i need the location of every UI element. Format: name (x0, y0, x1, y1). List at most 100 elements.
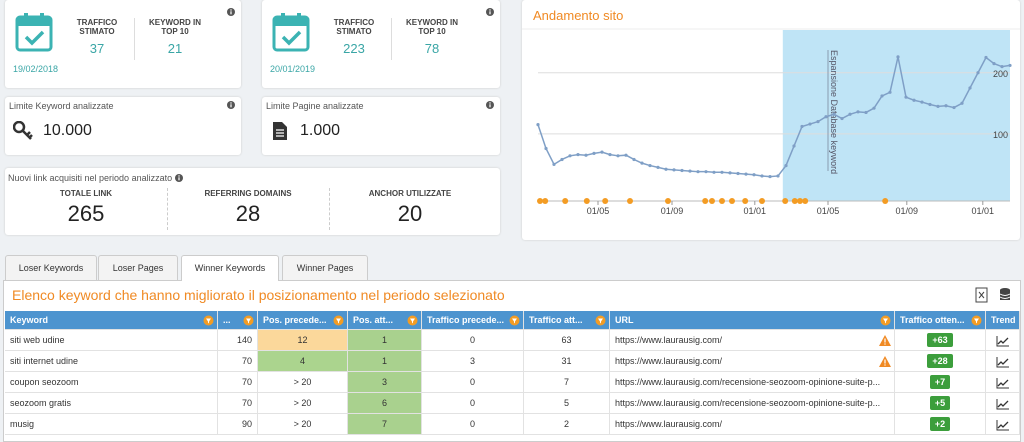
trend-cell[interactable] (986, 330, 1020, 351)
table-cell: 2 (524, 414, 610, 435)
point (856, 110, 860, 114)
point (976, 71, 980, 75)
point (792, 144, 796, 148)
divider (134, 18, 135, 60)
point (784, 163, 788, 168)
column-header[interactable]: ... (218, 311, 258, 330)
event-dot (665, 198, 671, 204)
filter-icon[interactable] (243, 315, 254, 326)
point (552, 162, 556, 166)
point (904, 95, 908, 99)
table-cell: https://www.laurausig.com/ (610, 330, 895, 351)
column-header[interactable]: Traffico precede... (422, 311, 524, 330)
event-dot (719, 198, 725, 204)
point (656, 165, 660, 170)
table-cell: 70 (218, 372, 258, 393)
point (816, 120, 820, 124)
table-cell: > 20 (258, 372, 348, 393)
info-icon (175, 174, 183, 182)
filter-icon[interactable] (407, 315, 418, 326)
table-cell: 140 (218, 330, 258, 351)
info-icon (227, 101, 235, 109)
point (608, 152, 612, 157)
table-cell: > 20 (258, 393, 348, 414)
point (600, 150, 604, 154)
column-header[interactable]: Traffico att... (524, 311, 610, 330)
trend-icon (996, 399, 1009, 410)
column-header[interactable]: Traffico otten... (895, 311, 986, 330)
metric-label: TRAFFICO STIMATO (333, 18, 375, 36)
point (560, 157, 564, 162)
limit-label: Limite Pagine analizzate (266, 101, 364, 111)
metric-value: 223 (343, 41, 365, 56)
filter-icon[interactable] (203, 315, 214, 326)
database-icon (999, 288, 1011, 300)
point (1008, 63, 1012, 68)
trend-cell[interactable] (986, 372, 1020, 393)
tab[interactable]: Loser Keywords (5, 255, 97, 281)
trend-icon (996, 357, 1009, 368)
metric-value: 21 (167, 41, 183, 56)
trend-cell[interactable] (986, 393, 1020, 414)
highlight-region (782, 30, 1010, 201)
table-cell: 5 (524, 393, 610, 414)
table-cell: 63 (524, 330, 610, 351)
calendar-icon (272, 13, 310, 52)
tab-label: Loser Keywords (18, 263, 84, 273)
point (960, 101, 964, 105)
filter-icon[interactable] (509, 315, 520, 326)
filter-icon[interactable] (971, 315, 982, 326)
warning-icon (879, 335, 891, 346)
trend-icon (996, 420, 1009, 431)
event-dot (602, 198, 609, 204)
excel-export[interactable] (975, 287, 988, 303)
point (760, 174, 764, 178)
event-dot (742, 198, 749, 204)
point (912, 98, 916, 102)
card-date: 20/01/2019 (270, 64, 316, 74)
table-cell: +5 (895, 393, 986, 414)
point (808, 122, 812, 126)
point (920, 100, 924, 104)
x-tick-label: 01/05 (817, 206, 840, 216)
event-dot (537, 198, 543, 204)
column-header[interactable]: Trend (986, 311, 1020, 330)
event-dot (802, 198, 809, 204)
column-header[interactable]: Keyword (5, 311, 218, 330)
tab[interactable]: Winner Keywords (181, 255, 279, 281)
point (776, 174, 780, 178)
filter-icon[interactable] (333, 315, 344, 326)
tab[interactable]: Loser Pages (98, 255, 178, 281)
point (1000, 65, 1004, 69)
filter-icon[interactable] (595, 315, 606, 326)
table-cell: +7 (895, 372, 986, 393)
point (712, 170, 716, 174)
trend-cell[interactable] (986, 414, 1020, 435)
link-metric-value: 28 (235, 201, 261, 226)
table-cell: 31 (524, 351, 610, 372)
y-tick-label: 100 (993, 130, 1008, 140)
point (688, 169, 692, 173)
point (936, 104, 940, 108)
links-title: Nuovi link acquisiti nel periodo analizz… (8, 173, 173, 183)
tab-label: Loser Pages (112, 263, 164, 273)
event-dot (542, 198, 549, 204)
table-cell: > 20 (258, 414, 348, 435)
column-header[interactable]: URL (610, 311, 895, 330)
trend-cell[interactable] (986, 351, 1020, 372)
x-tick-label: 01/09 (661, 206, 684, 216)
column-header[interactable]: Pos. precede... (258, 311, 348, 330)
y-tick-label: 200 (993, 69, 1008, 79)
point (992, 61, 996, 66)
filter-icon[interactable] (880, 315, 891, 326)
column-header[interactable]: Pos. att... (348, 311, 422, 330)
tab[interactable]: Winner Pages (282, 255, 368, 281)
point (696, 170, 700, 174)
x-tick-label: 01/09 (896, 206, 919, 216)
table-cell: siti internet udine (5, 351, 218, 372)
event-dot (791, 198, 798, 204)
limit-card: Limite Pagine analizzate 1.000 (262, 97, 500, 155)
table-cell: 7 (524, 372, 610, 393)
table-cell: 12 (258, 330, 348, 351)
